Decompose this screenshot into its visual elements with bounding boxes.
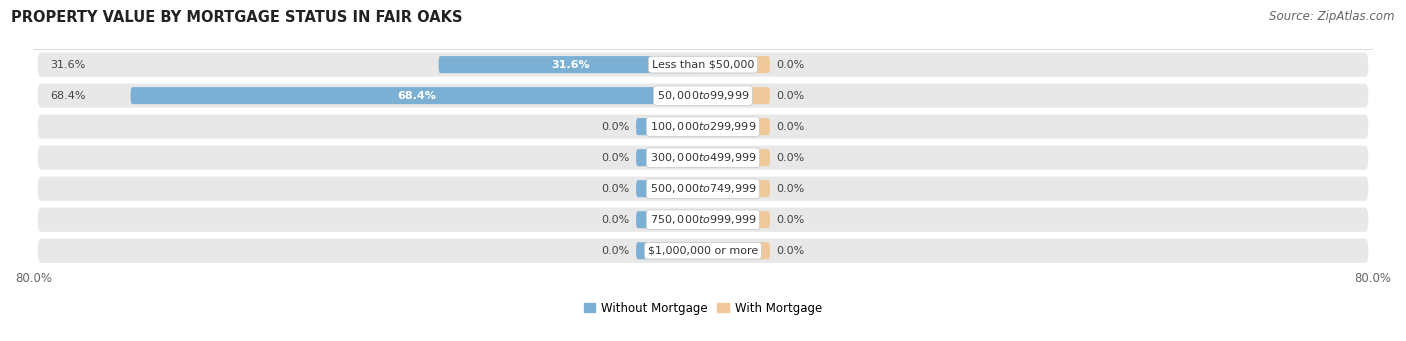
FancyBboxPatch shape [439,56,703,73]
FancyBboxPatch shape [703,180,770,197]
FancyBboxPatch shape [636,242,703,259]
Text: 0.0%: 0.0% [602,153,630,163]
Text: 0.0%: 0.0% [602,122,630,132]
FancyBboxPatch shape [131,87,703,104]
Text: 0.0%: 0.0% [776,215,804,225]
Text: PROPERTY VALUE BY MORTGAGE STATUS IN FAIR OAKS: PROPERTY VALUE BY MORTGAGE STATUS IN FAI… [11,10,463,25]
Text: $50,000 to $99,999: $50,000 to $99,999 [657,89,749,102]
FancyBboxPatch shape [703,242,770,259]
Text: 31.6%: 31.6% [51,60,86,70]
FancyBboxPatch shape [38,177,1368,201]
FancyBboxPatch shape [38,53,1368,77]
FancyBboxPatch shape [703,149,770,166]
Text: Source: ZipAtlas.com: Source: ZipAtlas.com [1270,10,1395,23]
FancyBboxPatch shape [703,87,770,104]
Text: 0.0%: 0.0% [776,122,804,132]
Text: $300,000 to $499,999: $300,000 to $499,999 [650,151,756,164]
FancyBboxPatch shape [636,180,703,197]
FancyBboxPatch shape [38,84,1368,108]
Text: 0.0%: 0.0% [776,91,804,101]
FancyBboxPatch shape [636,118,703,135]
Text: 0.0%: 0.0% [602,184,630,194]
Text: 0.0%: 0.0% [602,215,630,225]
FancyBboxPatch shape [38,239,1368,263]
Text: Less than $50,000: Less than $50,000 [652,60,754,70]
FancyBboxPatch shape [38,146,1368,170]
FancyBboxPatch shape [636,211,703,228]
Text: 0.0%: 0.0% [776,184,804,194]
Text: $1,000,000 or more: $1,000,000 or more [648,246,758,256]
FancyBboxPatch shape [703,211,770,228]
FancyBboxPatch shape [38,115,1368,139]
Text: $100,000 to $299,999: $100,000 to $299,999 [650,120,756,133]
FancyBboxPatch shape [636,149,703,166]
Text: $750,000 to $999,999: $750,000 to $999,999 [650,213,756,226]
FancyBboxPatch shape [703,118,770,135]
Text: 0.0%: 0.0% [776,246,804,256]
Legend: Without Mortgage, With Mortgage: Without Mortgage, With Mortgage [583,302,823,315]
Text: $500,000 to $749,999: $500,000 to $749,999 [650,182,756,195]
FancyBboxPatch shape [38,208,1368,232]
Text: 68.4%: 68.4% [51,91,86,101]
Text: 31.6%: 31.6% [551,60,591,70]
Text: 68.4%: 68.4% [398,91,436,101]
Text: 0.0%: 0.0% [776,153,804,163]
Text: 0.0%: 0.0% [776,60,804,70]
Text: 0.0%: 0.0% [602,246,630,256]
FancyBboxPatch shape [703,56,770,73]
